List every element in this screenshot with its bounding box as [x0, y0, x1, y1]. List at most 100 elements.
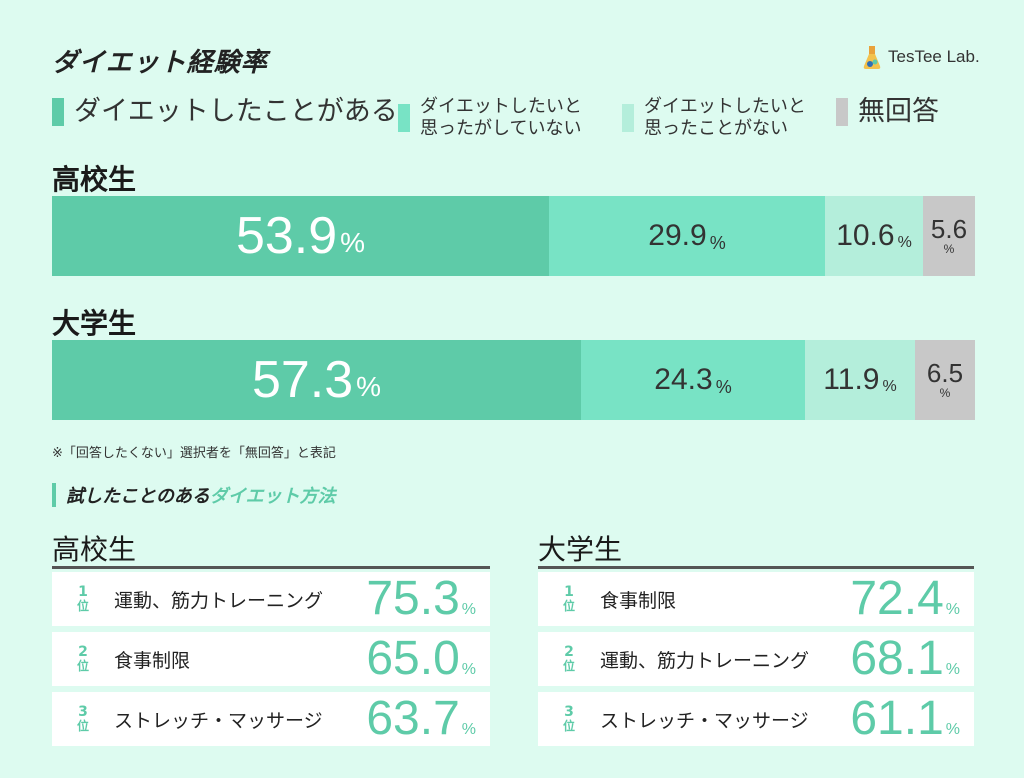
heading-text-part1: 試したことのある [66, 486, 210, 507]
data-label: 57.3 [251, 351, 354, 409]
rank-item-name: ストレッチ・マッサージ [600, 709, 809, 732]
rank-value-number: 65.0 [366, 632, 460, 685]
legend: ダイエットしたことがある ダイエットしたいと 思ったがしていない ダイエットした… [52, 96, 982, 146]
ranking-row: 3 位ストレッチ・マッサージ 61.1% [538, 692, 974, 746]
rank-suffix: 位 [76, 599, 89, 614]
data-label: 6.5 [926, 358, 964, 388]
bar-segment: 11.9% [805, 340, 915, 420]
logo-text: TesTee Lab. [888, 47, 980, 66]
rank-value-unit: % [461, 721, 476, 738]
bar-segment: 53.9% [52, 196, 549, 276]
data-label-unit: % [882, 378, 897, 395]
rank-value-number: 72.4 [850, 572, 944, 625]
bar-segment: 10.6% [825, 196, 923, 276]
bar-segment: 6.5% [915, 340, 975, 420]
brand-logo: TesTee Lab. [862, 44, 980, 70]
rank-item-name: 運動、筋力トレーニング [600, 649, 810, 672]
rank-item-name: 食事制限 [114, 649, 191, 672]
rank-value-number: 68.1 [850, 632, 944, 685]
ranking-row: 3 位ストレッチ・マッサージ 63.7% [52, 692, 490, 746]
ranking-row: 1 位食事制限 72.4% [538, 572, 974, 626]
heading-accent-bar [52, 483, 56, 507]
section-heading: 試したことのある ダイエット方法 [52, 482, 336, 508]
rank-item-name: 食事制限 [600, 589, 677, 612]
stacked-bar-university: 57.3% 24.3% 11.9% 6.5% [52, 340, 975, 420]
rank-suffix: 位 [76, 719, 89, 734]
legend-swatch [398, 103, 410, 132]
legend-item-no-answer: 無回答 [836, 96, 939, 128]
rank-item-value: 68.1% [850, 635, 960, 683]
rank-item-value: 72.4% [850, 575, 960, 623]
rank-value-number: 75.3 [366, 572, 460, 625]
data-label: 24.3 [654, 363, 713, 396]
rank-value-number: 61.1 [850, 692, 944, 745]
rank-value-unit: % [945, 601, 960, 618]
ranking-divider [52, 566, 490, 569]
data-label: 53.9 [235, 207, 338, 265]
stacked-bar-highschool: 53.9% 29.9% 10.6% 5.6% [52, 196, 975, 276]
data-label-unit: % [356, 371, 382, 402]
data-label-unit: % [939, 386, 951, 400]
data-label-unit: % [715, 376, 732, 397]
data-label-unit: % [897, 234, 912, 251]
bar-segment: 24.3% [581, 340, 805, 420]
rank-value-unit: % [945, 721, 960, 738]
legend-swatch [836, 98, 848, 127]
legend-label: ダイエットしたいと 思ったがしていない [420, 96, 582, 139]
rank-item-value: 63.7% [366, 695, 476, 743]
category-label-highschool: 高校生 [52, 163, 137, 196]
ranking-row: 2 位運動、筋力トレーニング 68.1% [538, 632, 974, 686]
rank-digit: 1 [564, 583, 574, 600]
rank-item-name: ストレッチ・マッサージ [114, 709, 323, 732]
rank-digit: 2 [564, 643, 574, 660]
rank-item-value: 75.3% [366, 575, 476, 623]
legend-item-wanted-not-done: ダイエットしたいと 思ったがしていない [398, 96, 582, 139]
ranking-title-university: 大学生 [538, 533, 623, 566]
rank-item-name: 運動、筋力トレーニング [114, 589, 324, 612]
data-label-unit: % [943, 242, 955, 256]
data-label-unit: % [709, 232, 726, 253]
data-label: 5.6 [930, 214, 968, 244]
rank-suffix: 位 [76, 659, 89, 674]
rank-item-value: 61.1% [850, 695, 960, 743]
data-label: 10.6 [836, 219, 895, 252]
flask-icon [863, 46, 881, 69]
bar-segment: 29.9% [549, 196, 825, 276]
rank-item-value: 65.0% [366, 635, 476, 683]
legend-label: ダイエットしたことがある [74, 96, 398, 127]
rank-digit: 3 [78, 703, 88, 720]
bar-segment: 5.6% [923, 196, 975, 276]
bar-segment: 57.3% [52, 340, 581, 420]
data-label: 29.9 [648, 219, 707, 252]
rank-value-unit: % [461, 601, 476, 618]
legend-swatch [622, 103, 634, 132]
ranking-title-highschool: 高校生 [52, 533, 137, 566]
legend-item-experienced: ダイエットしたことがある [52, 96, 398, 128]
rank-value-unit: % [461, 661, 476, 678]
rank-suffix: 位 [562, 659, 575, 674]
rank-suffix: 位 [562, 599, 575, 614]
data-label-unit: % [340, 227, 366, 258]
ranking-row: 2 位食事制限 65.0% [52, 632, 490, 686]
legend-item-never-wanted: ダイエットしたいと 思ったことがない [622, 96, 806, 139]
heading-text-part2: ダイエット方法 [209, 486, 336, 507]
legend-label: ダイエットしたいと 思ったことがない [644, 96, 806, 139]
ranking-row: 1 位運動、筋力トレーニング 75.3% [52, 572, 490, 626]
chart-title: ダイエット経験率 [52, 48, 268, 78]
data-label: 11.9 [823, 363, 880, 396]
legend-label: 無回答 [858, 96, 939, 127]
rank-digit: 2 [78, 643, 88, 660]
rank-value-unit: % [945, 661, 960, 678]
rank-suffix: 位 [562, 719, 575, 734]
rank-value-number: 63.7 [366, 692, 460, 745]
rank-digit: 3 [564, 703, 574, 720]
rank-digit: 1 [78, 583, 88, 600]
legend-swatch [52, 98, 64, 127]
ranking-divider [538, 566, 974, 569]
